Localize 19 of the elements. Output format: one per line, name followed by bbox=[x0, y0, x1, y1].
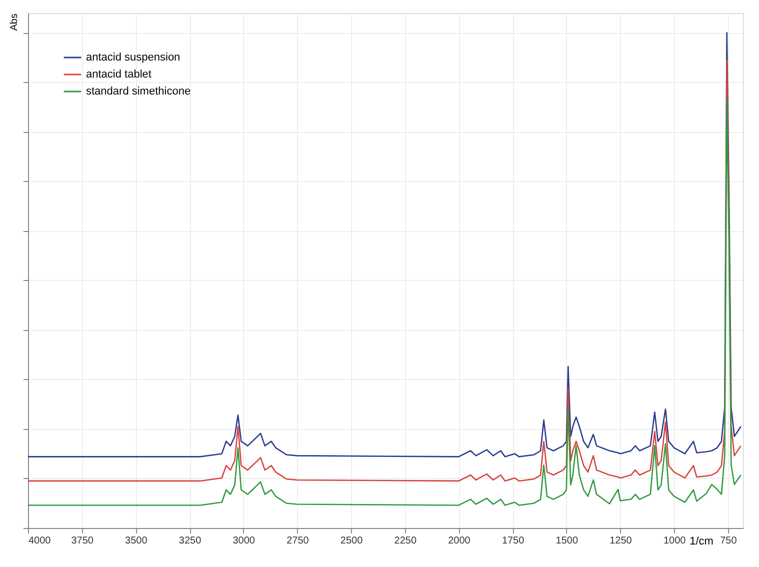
legend-label: standard simethicone bbox=[86, 86, 191, 98]
y-axis-title: Abs bbox=[9, 14, 20, 31]
x-tick-label: 4000 bbox=[28, 536, 52, 546]
x-axis-title: 1/cm bbox=[690, 536, 714, 548]
x-tick-label: 3250 bbox=[178, 536, 202, 546]
x-tick-label: 3500 bbox=[125, 536, 148, 546]
x-tick-label: 2750 bbox=[286, 536, 310, 546]
x-tick-label: 1500 bbox=[556, 536, 578, 546]
x-tick-label: 2250 bbox=[394, 536, 417, 546]
x-tick-label: 3750 bbox=[71, 536, 94, 546]
x-tick-label: 1000 bbox=[663, 536, 686, 546]
legend-label: antacid tablet bbox=[86, 68, 152, 80]
legend-label: antacid suspension bbox=[86, 52, 180, 64]
x-tick-label: 2500 bbox=[340, 536, 364, 546]
x-tick-label: 3000 bbox=[232, 536, 256, 546]
x-tick-label: 2000 bbox=[448, 536, 471, 546]
x-tick-label: 1750 bbox=[502, 536, 525, 546]
x-tick-label: 1250 bbox=[610, 536, 632, 546]
x-tick-label: 750 bbox=[720, 536, 738, 546]
